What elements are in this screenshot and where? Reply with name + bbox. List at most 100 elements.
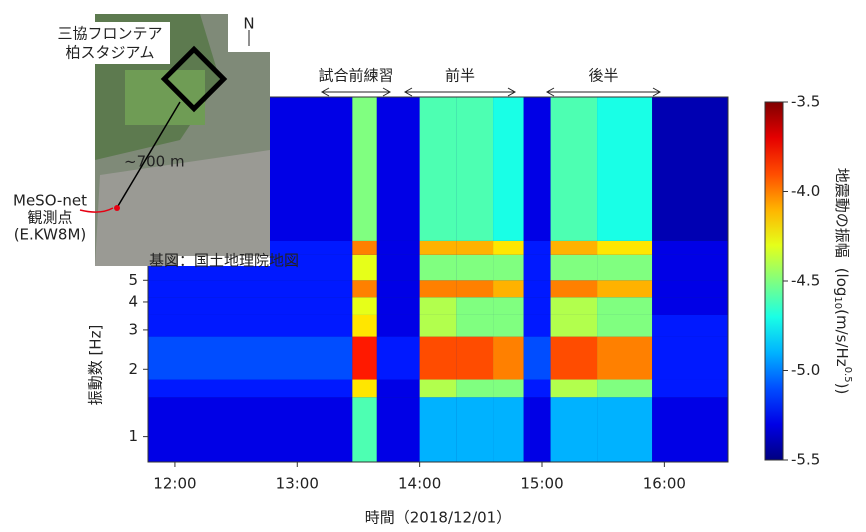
heatmap-cell bbox=[377, 97, 420, 241]
heatmap-cell bbox=[551, 397, 597, 462]
annotation: 試合前練習 bbox=[318, 67, 393, 85]
heatmap-cell bbox=[456, 255, 493, 280]
heatmap-cell bbox=[597, 397, 652, 462]
heatmap-cell bbox=[493, 97, 524, 241]
heatmap-cell bbox=[597, 241, 652, 255]
heatmap-cell bbox=[493, 255, 524, 280]
heatmap-cell bbox=[456, 280, 493, 297]
heatmap-cell bbox=[493, 397, 524, 462]
heatmap-cell bbox=[551, 241, 597, 255]
heatmap-cell bbox=[420, 397, 457, 462]
heatmap-cell bbox=[652, 97, 728, 241]
heatmap-cell bbox=[148, 315, 352, 337]
heatmap-cell bbox=[551, 97, 597, 241]
station-label: (E.KW8M) bbox=[14, 226, 87, 244]
heatmap-cell bbox=[524, 297, 551, 315]
heatmap-cell bbox=[551, 297, 597, 315]
heatmap-cell bbox=[524, 97, 551, 241]
colorbar-tick-label: -5.0 bbox=[791, 361, 820, 379]
heatmap-cell bbox=[652, 337, 728, 380]
heatmap-cell bbox=[352, 315, 376, 337]
heatmap-cell bbox=[524, 255, 551, 280]
y-tick-label: 5 bbox=[128, 271, 138, 289]
y-tick-label: 4 bbox=[128, 292, 138, 310]
x-tick-label: 16:00 bbox=[643, 475, 686, 493]
heatmap-cell bbox=[524, 280, 551, 297]
y-tick-label: 3 bbox=[128, 320, 138, 338]
annotation: 前半 bbox=[445, 67, 475, 85]
colorbar-label-part: (m/s/Hz bbox=[834, 309, 852, 367]
colorbar-label: 地震動の振幅(log10(m/s/Hz0.5)) bbox=[832, 168, 853, 395]
heatmap-cell bbox=[551, 337, 597, 380]
distance-label: ~700 m bbox=[124, 153, 185, 171]
heatmap-cell bbox=[352, 255, 376, 280]
heatmap-cell bbox=[524, 337, 551, 380]
heatmap-cell bbox=[420, 97, 457, 241]
heatmap-cell bbox=[493, 297, 524, 315]
colorbar-tick-label: -5.5 bbox=[791, 451, 820, 469]
colorbar-tick-label: -4.0 bbox=[791, 182, 820, 200]
heatmap-cell bbox=[377, 280, 420, 297]
heatmap-cell bbox=[148, 380, 352, 398]
heatmap-cell bbox=[456, 337, 493, 380]
station-label: 観測点 bbox=[27, 209, 72, 227]
heatmap-cell bbox=[493, 241, 524, 255]
heatmap-cell bbox=[524, 315, 551, 337]
heatmap-cell bbox=[148, 337, 352, 380]
heatmap-cell bbox=[493, 380, 524, 398]
stadium-label: 三協フロンテア bbox=[57, 25, 162, 43]
station-label: MeSO-net bbox=[13, 192, 87, 210]
heatmap-cell bbox=[420, 380, 457, 398]
heatmap-cell bbox=[420, 297, 457, 315]
heatmap-cell bbox=[524, 380, 551, 398]
heatmap-cell bbox=[420, 255, 457, 280]
heatmap-cell bbox=[456, 380, 493, 398]
heatmap-cell bbox=[456, 315, 493, 337]
x-tick-label: 15:00 bbox=[520, 475, 563, 493]
heatmap-cell bbox=[352, 397, 376, 462]
heatmap-cell bbox=[551, 315, 597, 337]
y-tick-label: 2 bbox=[128, 360, 138, 378]
y-tick-label: 1 bbox=[128, 427, 138, 445]
heatmap-cell bbox=[493, 280, 524, 297]
heatmap-cell bbox=[493, 337, 524, 380]
heatmap-cell bbox=[652, 297, 728, 315]
heatmap-cell bbox=[377, 315, 420, 337]
heatmap-cell bbox=[597, 255, 652, 280]
heatmap-cell bbox=[377, 297, 420, 315]
colorbar bbox=[765, 102, 783, 460]
x-tick-label: 14:00 bbox=[398, 475, 441, 493]
heatmap-cell bbox=[377, 337, 420, 380]
map-credit: 基図：国土地理院地図 bbox=[149, 252, 299, 270]
heatmap-cell bbox=[652, 280, 728, 297]
heatmap-cell bbox=[148, 397, 352, 462]
heatmap-cell bbox=[551, 380, 597, 398]
heatmap-cell bbox=[456, 397, 493, 462]
heatmap-cell bbox=[652, 241, 728, 255]
heatmap-cell bbox=[352, 337, 376, 380]
heatmap-cell bbox=[420, 280, 457, 297]
station-marker bbox=[114, 205, 120, 211]
figure: 12:0013:0014:0015:0016:0012345時間（2018/12… bbox=[0, 0, 866, 532]
stadium-label: 柏スタジアム bbox=[66, 44, 155, 62]
heatmap-cell bbox=[377, 380, 420, 398]
heatmap-cell bbox=[456, 241, 493, 255]
x-tick-label: 12:00 bbox=[153, 475, 196, 493]
colorbar-label-part: )) bbox=[834, 383, 852, 395]
heatmap-cell bbox=[597, 380, 652, 398]
heatmap-cell bbox=[420, 241, 457, 255]
heatmap-cell bbox=[597, 315, 652, 337]
colorbar-tick-label: -3.5 bbox=[791, 93, 820, 111]
heatmap-cell bbox=[352, 97, 376, 241]
heatmap-cell bbox=[456, 97, 493, 241]
heatmap-cell bbox=[524, 397, 551, 462]
heatmap-cell bbox=[148, 280, 352, 297]
heatmap-cell bbox=[148, 297, 352, 315]
heatmap-cell bbox=[420, 315, 457, 337]
heatmap-cell bbox=[524, 241, 551, 255]
colorbar-tick-label: -4.5 bbox=[791, 272, 820, 290]
heatmap-cell bbox=[420, 337, 457, 380]
x-tick-label: 13:00 bbox=[276, 475, 319, 493]
heatmap-cell bbox=[652, 315, 728, 337]
heatmap-cell bbox=[551, 255, 597, 280]
